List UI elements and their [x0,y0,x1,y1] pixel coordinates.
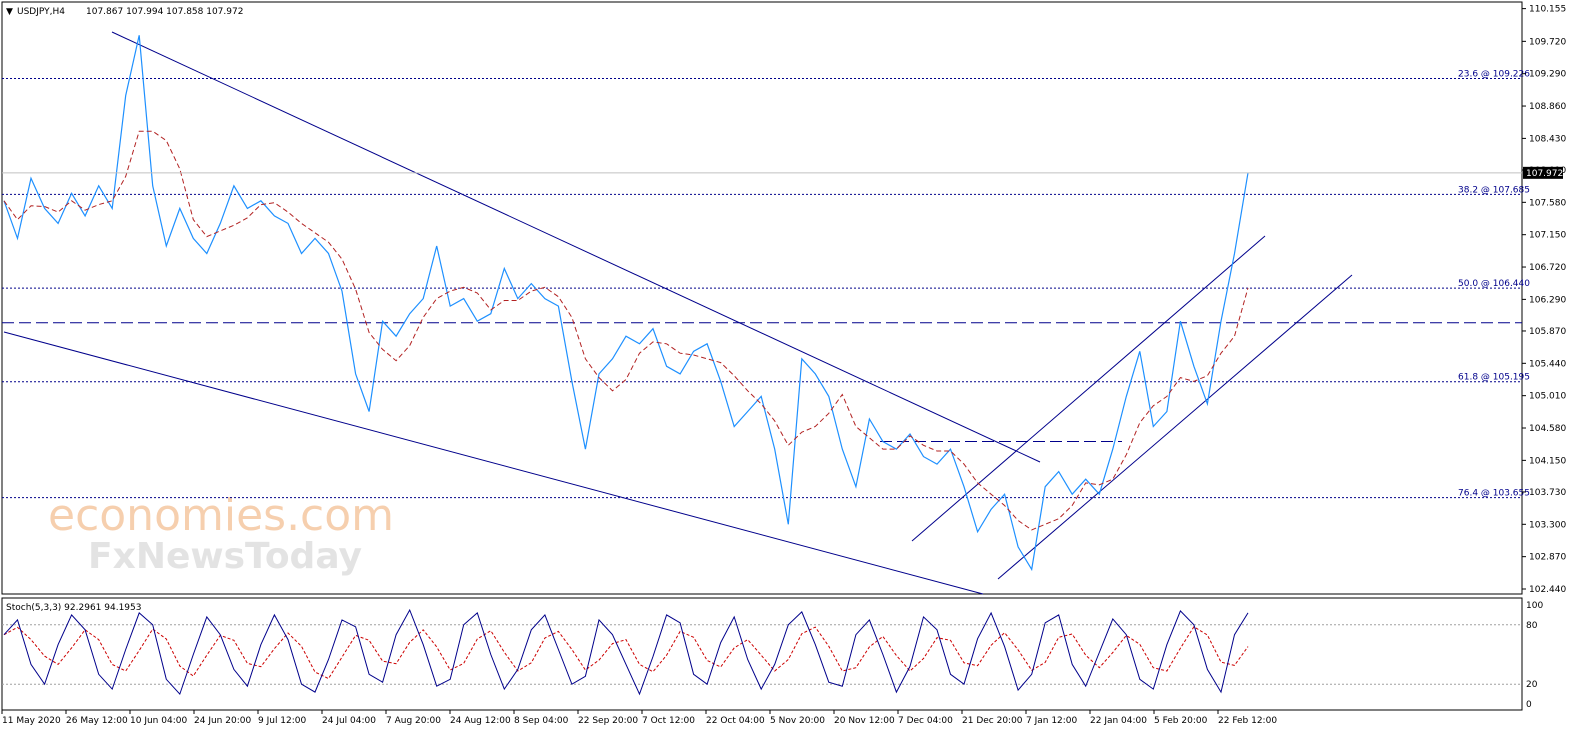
horizontal-levels [2,322,1522,443]
time-tick-label: 24 Jun 20:00 [194,716,251,726]
symbol-title: USDJPY,H4 [17,7,65,17]
time-tick-label: 8 Sep 04:00 [514,716,569,726]
ohlc-readout: 107.867 107.994 107.858 107.972 [86,7,243,17]
price-tick-label: 109.290 [1529,70,1566,80]
price-tick-label: 109.720 [1529,37,1566,47]
price-tick-label: 102.870 [1529,553,1566,563]
time-tick-label: 7 Jan 12:00 [1026,716,1078,726]
time-tick-label: 7 Oct 12:00 [642,716,695,726]
time-tick-label: 7 Dec 04:00 [898,716,953,726]
stoch-tick-label: 100 [1526,601,1543,611]
moving-average-line [3,130,1249,531]
fib-level-label: 50.0 @ 106.440 [1458,279,1530,289]
price-tick-label: 106.290 [1529,295,1566,305]
stoch-tick-label: 20 [1526,680,1538,690]
price-tick-label: 107.580 [1529,198,1566,208]
falling-wedge-lower-line [3,331,984,595]
falling-wedge-upper-line [111,31,1041,463]
time-tick-label: 11 May 2020 [2,716,61,726]
time-tick-label: 10 Jun 04:00 [130,716,187,726]
fib-level-label: 76.4 @ 103.655 [1458,489,1530,499]
stoch-title: Stoch(5,3,3) 92.2961 94.1953 [6,603,141,613]
fibonacci-levels: 23.6 @ 109.226 38.2 @ 107.685 50.0 @ 106.4… [2,70,1530,499]
time-tick-label: 22 Oct 04:00 [706,716,765,726]
time-tick-label: 21 Dec 20:00 [962,716,1023,726]
price-axis: 110.155109.720109.290108.860108.430108.0… [1522,5,1566,595]
fib-level-label: 23.6 @ 109.226 [1458,70,1530,80]
stoch-tick-label: 0 [1526,700,1532,710]
price-tick-label: 105.440 [1529,359,1566,369]
price-tick-label: 104.150 [1529,456,1566,466]
stoch-main-line [3,608,1249,696]
price-tick-label: 108.860 [1529,102,1566,112]
chart-header: ▼ USDJPY,H4 107.867 107.994 107.858 107.… [6,7,243,17]
time-tick-label: 5 Feb 20:00 [1154,716,1208,726]
time-axis: 11 May 2020 26 May 12:00 10 Jun 04:00 24 Ju… [1,710,1277,726]
time-tick-label: 24 Aug 12:00 [450,716,511,726]
watermark-sub: FxNewsToday [88,536,362,577]
time-tick-label: 20 Nov 12:00 [834,716,895,726]
price-tick-label: 103.300 [1529,520,1566,530]
time-tick-label: 22 Jan 04:00 [1090,716,1147,726]
price-line [3,35,1249,572]
price-tick-label: 108.430 [1529,134,1566,144]
dropdown-arrow-icon[interactable]: ▼ [6,7,13,17]
fib-level-label: 61.8 @ 105.195 [1458,373,1530,383]
stoch-axis: 100 80 20 0 [1526,601,1543,710]
price-tick-label: 104.580 [1529,424,1566,434]
price-tick-label: 107.150 [1529,231,1566,241]
fib-level-label: 38.2 @ 107.685 [1458,185,1530,195]
stoch-signal-line [3,626,1249,680]
time-tick-label: 24 Jul 04:00 [322,716,376,726]
stoch-pane-frame [1,597,1523,711]
price-tick-label: 110.155 [1529,5,1566,15]
stoch-levels [2,624,1522,685]
time-tick-label: 7 Aug 20:00 [386,716,441,726]
time-tick-label: 22 Sep 20:00 [578,716,638,726]
watermark-brand: economies.com [48,490,394,541]
time-tick-label: 22 Feb 12:00 [1218,716,1277,726]
price-tick-label: 103.730 [1529,488,1566,498]
time-tick-label: 26 May 12:00 [66,716,128,726]
price-tick-label: 105.010 [1529,392,1566,402]
main-pane-frame [1,1,1523,595]
price-tick-label: 102.440 [1529,585,1566,595]
trend-lines [3,31,1353,595]
rising-channel-upper-line [911,235,1266,542]
time-tick-label: 9 Jul 12:00 [258,716,307,726]
current-price-label: 107.972 [1526,169,1563,179]
rising-channel-lower-line [997,274,1353,580]
price-tick-label: 106.720 [1529,263,1566,273]
stoch-tick-label: 80 [1526,621,1538,631]
current-price-tag: 107.972 [2,166,1563,179]
time-tick-label: 5 Nov 20:00 [770,716,825,726]
price-tick-label: 105.870 [1529,327,1566,337]
